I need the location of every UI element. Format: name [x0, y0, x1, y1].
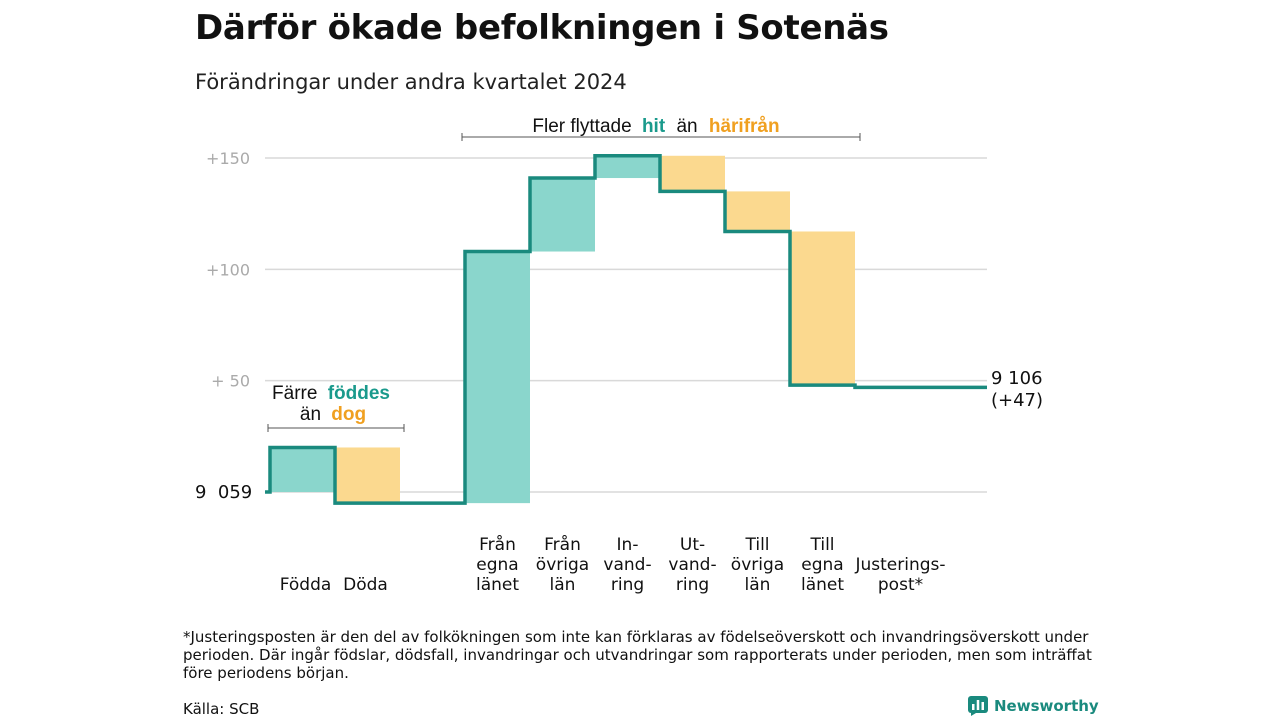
category-label: länet: [801, 575, 844, 595]
category-label: Från: [544, 534, 581, 555]
category-label: Till: [744, 535, 769, 555]
step-lines: [265, 154, 987, 505]
y-tick-label: + 50: [211, 372, 250, 391]
births-foddes: föddes: [328, 383, 390, 404]
decrease-bar: [335, 447, 400, 504]
source-label: Källa: SCB: [183, 700, 260, 718]
category-label: övriga: [536, 555, 589, 575]
moved-hit: hit: [642, 116, 666, 137]
increase-bar: [530, 178, 595, 252]
decrease-bar: [725, 191, 790, 232]
category-label: Döda: [343, 575, 388, 595]
category-label: post*: [878, 575, 923, 595]
end-value-label: 9 106: [991, 368, 1043, 389]
moved-harifran: härifrån: [709, 116, 780, 137]
category-label: ring: [611, 575, 644, 595]
migration-bracket: Fler flyttade hit än härifrån: [461, 116, 861, 141]
category-label: län: [745, 575, 771, 595]
gridlines: +150 +100 + 50: [206, 149, 987, 493]
category-label: Till: [809, 535, 834, 555]
category-label: övriga: [731, 555, 784, 575]
category-labels: Födda DödaFrånegnalänetFrånövrigalänIn-va…: [280, 534, 946, 595]
increase-bar: [270, 447, 335, 492]
category-label: Ut-: [680, 535, 705, 555]
newsworthy-logo[interactable]: Newsworthy: [968, 696, 1099, 716]
births-middle: än: [300, 404, 321, 425]
svg-text:Färre föddes: Färre föddes: [272, 383, 390, 404]
waterfall-chart: +150+100+ 50 Födda DödaFrånegnalänetFrånö…: [195, 116, 1043, 595]
chart-title: Därför ökade befolkningen i Sotenäs: [195, 8, 889, 48]
y-tick-label: +100: [206, 260, 250, 279]
category-label: vand-: [668, 555, 716, 575]
category-label: län: [550, 575, 576, 595]
chart-subtitle: Förändringar under andra kvartalet 2024: [195, 70, 627, 94]
decrease-bar: [790, 231, 855, 386]
category-label: ring: [676, 575, 709, 595]
y-tick-label: +150: [206, 149, 250, 168]
category-label: Födda: [280, 575, 332, 595]
decrease-bar: [660, 155, 725, 192]
births-dog: dog: [331, 404, 366, 425]
category-label: egna: [801, 555, 843, 575]
moved-middle: än: [676, 116, 697, 137]
bars: [270, 155, 855, 504]
moved-prefix: Fler flyttade: [532, 116, 631, 137]
category-label: Justerings-: [854, 555, 945, 575]
increase-bar: [595, 155, 660, 179]
category-label: egna: [476, 555, 518, 575]
end-change-label: (+47): [991, 390, 1043, 411]
bar-chart-icon: [968, 696, 988, 716]
category-label: länet: [476, 575, 519, 595]
brand-name: Newsworthy: [994, 697, 1099, 715]
category-label: In-: [617, 535, 639, 555]
start-value-label: 9 059: [195, 482, 252, 503]
svg-text:än dog: än dog: [300, 404, 366, 425]
footnote: *Justeringsposten är den del av folkökni…: [183, 628, 1092, 682]
births-bracket: Färre föddes än dog: [267, 383, 405, 432]
category-label: Från: [479, 534, 516, 555]
category-label: vand-: [603, 555, 651, 575]
increase-bar: [465, 251, 530, 504]
cumulative-step-line: [265, 154, 987, 505]
births-prefix: Färre: [272, 383, 317, 404]
svg-text:Fler flyttade hit: Fler flyttade hit än härifrån: [532, 116, 779, 137]
